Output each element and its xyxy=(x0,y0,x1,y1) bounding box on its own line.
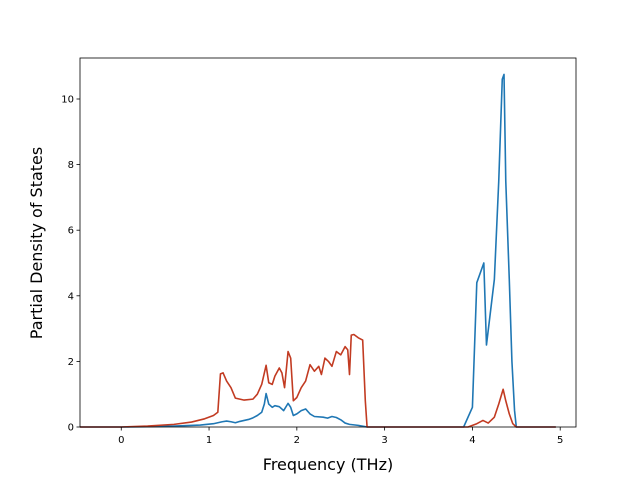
y-tick-label: 6 xyxy=(68,226,74,237)
plot-frame xyxy=(79,57,577,428)
series-line-1 xyxy=(80,73,556,428)
y-tick-label: 4 xyxy=(68,291,74,302)
x-axis-label: Frequency (THz) xyxy=(263,455,393,474)
series-line-2 xyxy=(80,333,556,428)
y-tick-label: 8 xyxy=(68,160,74,171)
x-axis: 0 1 2 3 4 5 xyxy=(118,427,563,446)
x-tick-label: 4 xyxy=(469,435,475,446)
y-tick-label: 2 xyxy=(68,357,74,368)
x-tick-label: 3 xyxy=(381,435,387,446)
x-tick-label: 1 xyxy=(206,435,212,446)
x-tick-label: 2 xyxy=(294,435,300,446)
y-axis-label: Partial Density of States xyxy=(27,147,46,339)
plot-area xyxy=(80,73,556,428)
y-axis: 0 2 4 6 8 10 xyxy=(61,95,80,434)
x-tick-label: 0 xyxy=(118,435,124,446)
x-tick-label: 5 xyxy=(557,435,563,446)
y-tick-label: 10 xyxy=(61,95,74,106)
y-tick-label: 0 xyxy=(68,423,74,434)
